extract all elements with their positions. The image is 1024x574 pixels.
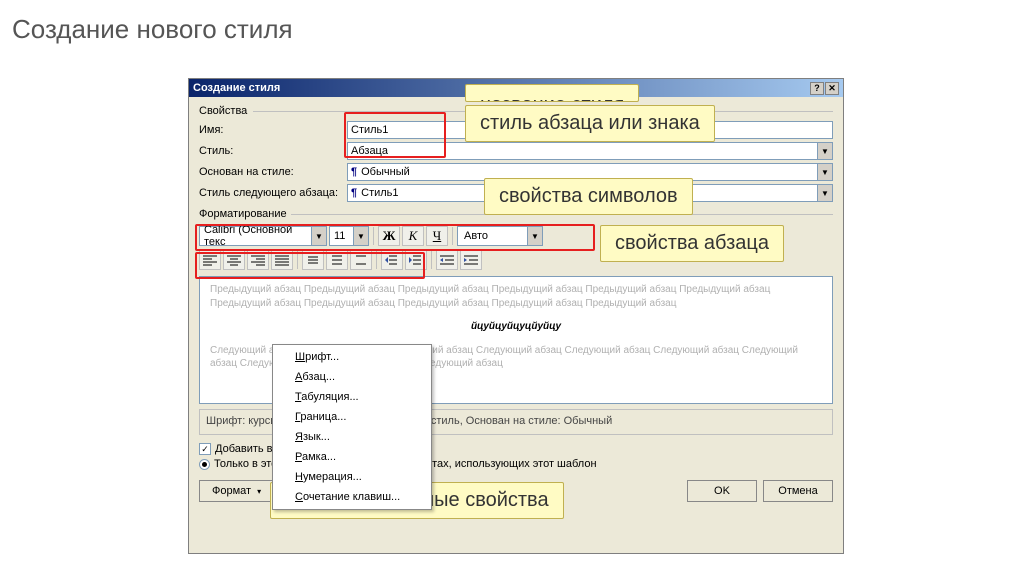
menu-item[interactable]: Язык... <box>273 427 431 447</box>
font-color-value: Авто <box>464 230 488 242</box>
close-button[interactable]: ✕ <box>825 82 839 95</box>
label-based-on: Основан на стиле: <box>199 166 347 178</box>
label-next-style: Стиль следующего абзаца: <box>199 187 347 199</box>
font-size-value: 11 <box>334 230 345 242</box>
font-family-value: Calibri (Основной текс <box>204 224 308 248</box>
menu-item[interactable]: Сочетание клавиш... <box>273 487 431 507</box>
separator <box>297 251 298 269</box>
separator <box>373 227 374 245</box>
menu-item[interactable]: Граница... <box>273 407 431 427</box>
italic-button[interactable]: К <box>402 226 424 246</box>
callout-style-name: название стиля <box>465 84 639 102</box>
format-button-label: Формат <box>212 485 251 497</box>
menu-item[interactable]: Абзац... <box>273 367 431 387</box>
callout-para-properties: свойства абзаца <box>600 225 784 262</box>
dropdown-based-on-value: Обычный <box>361 166 410 178</box>
space-before-dec-button[interactable] <box>405 250 427 270</box>
cancel-button[interactable]: Отмена <box>763 480 833 502</box>
spacing-2-button[interactable] <box>350 250 372 270</box>
space-before-inc-button[interactable] <box>381 250 403 270</box>
indent-dec-button[interactable] <box>436 250 458 270</box>
align-left-button[interactable] <box>199 250 221 270</box>
align-right-button[interactable] <box>247 250 269 270</box>
slide-title: Создание нового стиля <box>12 14 293 45</box>
align-center-button[interactable] <box>223 250 245 270</box>
menu-item[interactable]: Рамка... <box>273 447 431 467</box>
spacing-15-button[interactable] <box>326 250 348 270</box>
separator <box>376 251 377 269</box>
chevron-down-icon: ▼ <box>817 164 832 180</box>
chevron-down-icon: ▼ <box>311 227 326 245</box>
format-context-menu: Шрифт...Абзац...Табуляция...Граница...Яз… <box>272 344 432 510</box>
indent-inc-button[interactable] <box>460 250 482 270</box>
menu-item[interactable]: Табуляция... <box>273 387 431 407</box>
help-button[interactable]: ? <box>810 82 824 95</box>
separator <box>431 251 432 269</box>
label-name: Имя: <box>199 124 347 136</box>
font-size-combo[interactable]: 11 ▼ <box>329 226 369 246</box>
chevron-down-icon: ▼ <box>353 227 368 245</box>
chevron-down-icon: ▼ <box>817 143 832 159</box>
pilcrow-icon: ¶ <box>351 187 357 199</box>
chevron-down-icon: ▼ <box>527 227 542 245</box>
underline-button[interactable]: Ч <box>426 226 448 246</box>
font-family-combo[interactable]: Calibri (Основной текс ▼ <box>199 226 327 246</box>
font-color-combo[interactable]: Авто ▼ <box>457 226 543 246</box>
menu-item[interactable]: Шрифт... <box>273 347 431 367</box>
chevron-down-icon: ▼ <box>817 185 832 201</box>
bold-button[interactable]: Ж <box>378 226 400 246</box>
dropdown-style-type[interactable]: Абзаца ▼ <box>347 142 833 160</box>
menu-item[interactable]: Нумерация... <box>273 467 431 487</box>
label-style: Стиль: <box>199 145 347 157</box>
spacing-1-button[interactable] <box>302 250 324 270</box>
preview-prev-text: Предыдущий абзац Предыдущий абзац Предыд… <box>210 283 822 310</box>
pilcrow-icon: ¶ <box>351 166 357 178</box>
dropdown-style-value: Абзаца <box>351 145 388 157</box>
dropdown-next-value: Стиль1 <box>361 187 398 199</box>
format-button[interactable]: Формат <box>199 480 274 502</box>
radio-icon <box>199 459 210 470</box>
callout-char-properties: свойства символов <box>484 178 693 215</box>
callout-style-type: стиль абзаца или знака <box>465 105 715 142</box>
align-justify-button[interactable] <box>271 250 293 270</box>
checkbox-icon: ✓ <box>199 443 211 455</box>
ok-button[interactable]: OK <box>687 480 757 502</box>
preview-sample-text: йцуйцуйцуцйуйцу <box>210 310 822 344</box>
separator <box>452 227 453 245</box>
